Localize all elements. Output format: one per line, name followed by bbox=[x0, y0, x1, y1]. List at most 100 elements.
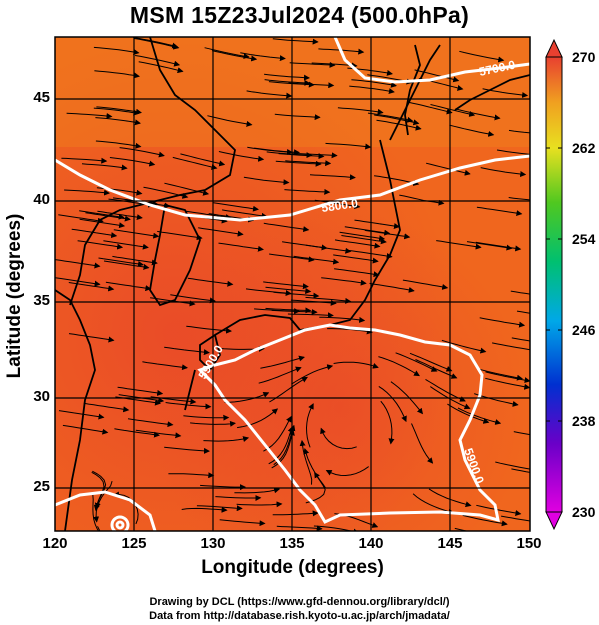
streamline bbox=[114, 428, 160, 438]
streamline bbox=[466, 241, 513, 251]
streamline bbox=[508, 197, 530, 201]
grid-lines bbox=[55, 37, 530, 531]
x-tick-label: 145 bbox=[437, 535, 463, 552]
streamline bbox=[93, 107, 140, 116]
streamline bbox=[479, 317, 526, 328]
streamline bbox=[407, 101, 453, 115]
streamline bbox=[68, 333, 115, 343]
streamline bbox=[58, 410, 105, 420]
credit-drawing: Drawing by DCL (https://www.gfd-dennou.o… bbox=[149, 596, 450, 608]
colorbar-tick-label: 246 bbox=[572, 322, 596, 338]
streamline bbox=[265, 307, 312, 314]
streamline bbox=[98, 257, 144, 267]
y-tick-label: 25 bbox=[33, 478, 50, 495]
streamline bbox=[165, 402, 212, 410]
streamline bbox=[127, 418, 174, 428]
streamline bbox=[77, 240, 124, 250]
streamline bbox=[265, 286, 312, 294]
streamline bbox=[181, 506, 228, 513]
streamline bbox=[164, 346, 210, 356]
streamline bbox=[501, 515, 530, 522]
streamline bbox=[264, 79, 311, 86]
streamline bbox=[61, 157, 108, 164]
streamline bbox=[325, 142, 372, 150]
streamline bbox=[94, 70, 140, 79]
streamline bbox=[378, 385, 407, 423]
streamline bbox=[289, 61, 336, 68]
streamline bbox=[476, 504, 522, 516]
streamline bbox=[211, 50, 258, 62]
streamline bbox=[341, 235, 387, 245]
y-tick-label: 30 bbox=[33, 388, 50, 405]
streamline bbox=[436, 240, 482, 250]
streamline bbox=[157, 230, 203, 241]
streamline bbox=[412, 493, 455, 515]
streamline bbox=[378, 356, 420, 377]
streamline bbox=[134, 38, 180, 50]
streamline bbox=[218, 151, 265, 162]
streamline bbox=[222, 209, 268, 219]
streamline bbox=[213, 202, 259, 212]
streamline bbox=[207, 115, 253, 127]
x-tick-label: 125 bbox=[121, 535, 147, 552]
streamline bbox=[347, 249, 393, 259]
streamline bbox=[138, 61, 184, 74]
streamline bbox=[95, 140, 142, 149]
streamline bbox=[288, 82, 335, 89]
streamline bbox=[430, 104, 476, 117]
streamline bbox=[224, 392, 270, 403]
colorbar bbox=[545, 38, 563, 531]
streamline bbox=[103, 240, 149, 250]
streamline bbox=[275, 160, 322, 167]
streamline bbox=[516, 310, 530, 314]
y-axis-label: Latitude (degrees) bbox=[4, 213, 25, 379]
colorbar-gradient bbox=[545, 56, 563, 513]
streamline bbox=[344, 226, 391, 236]
x-tick-label: 120 bbox=[42, 535, 68, 552]
streamline bbox=[58, 214, 104, 224]
streamline bbox=[180, 153, 226, 167]
contour-label-5800: 5800.0 bbox=[320, 196, 359, 215]
streamline bbox=[135, 429, 182, 439]
streamline bbox=[351, 79, 397, 88]
streamline bbox=[215, 495, 262, 501]
streamline bbox=[285, 160, 332, 167]
streamline bbox=[95, 117, 141, 126]
streamline bbox=[272, 38, 319, 45]
streamline bbox=[276, 525, 323, 531]
streamline bbox=[309, 174, 356, 181]
streamline bbox=[258, 366, 302, 384]
streamline bbox=[474, 393, 519, 407]
streamline bbox=[273, 291, 320, 299]
streamline bbox=[113, 229, 160, 239]
streamline bbox=[319, 316, 366, 323]
streamline bbox=[513, 431, 530, 436]
streamline bbox=[511, 468, 530, 473]
streamline bbox=[183, 414, 230, 421]
streamline bbox=[449, 124, 495, 137]
streamline bbox=[441, 339, 487, 354]
streamline bbox=[457, 407, 502, 425]
streamline bbox=[263, 415, 292, 452]
streamline bbox=[339, 231, 386, 242]
streamline bbox=[112, 255, 158, 266]
streamline bbox=[91, 471, 105, 512]
streamline bbox=[55, 259, 101, 269]
streamline bbox=[133, 37, 179, 49]
streamline bbox=[117, 386, 164, 396]
streamline bbox=[447, 403, 490, 424]
streamline bbox=[411, 423, 434, 464]
colorbar-tick-label: 270 bbox=[572, 49, 596, 65]
streamline bbox=[237, 408, 279, 429]
streamline bbox=[203, 436, 250, 442]
streamline bbox=[200, 484, 246, 491]
map-frame bbox=[54, 36, 531, 532]
streamline bbox=[333, 254, 379, 264]
streamline bbox=[334, 239, 381, 249]
streamline bbox=[164, 446, 210, 454]
colorbar-tick-label: 254 bbox=[572, 231, 596, 247]
streamline bbox=[369, 282, 415, 293]
streamline bbox=[305, 403, 314, 448]
streamline bbox=[325, 466, 369, 477]
